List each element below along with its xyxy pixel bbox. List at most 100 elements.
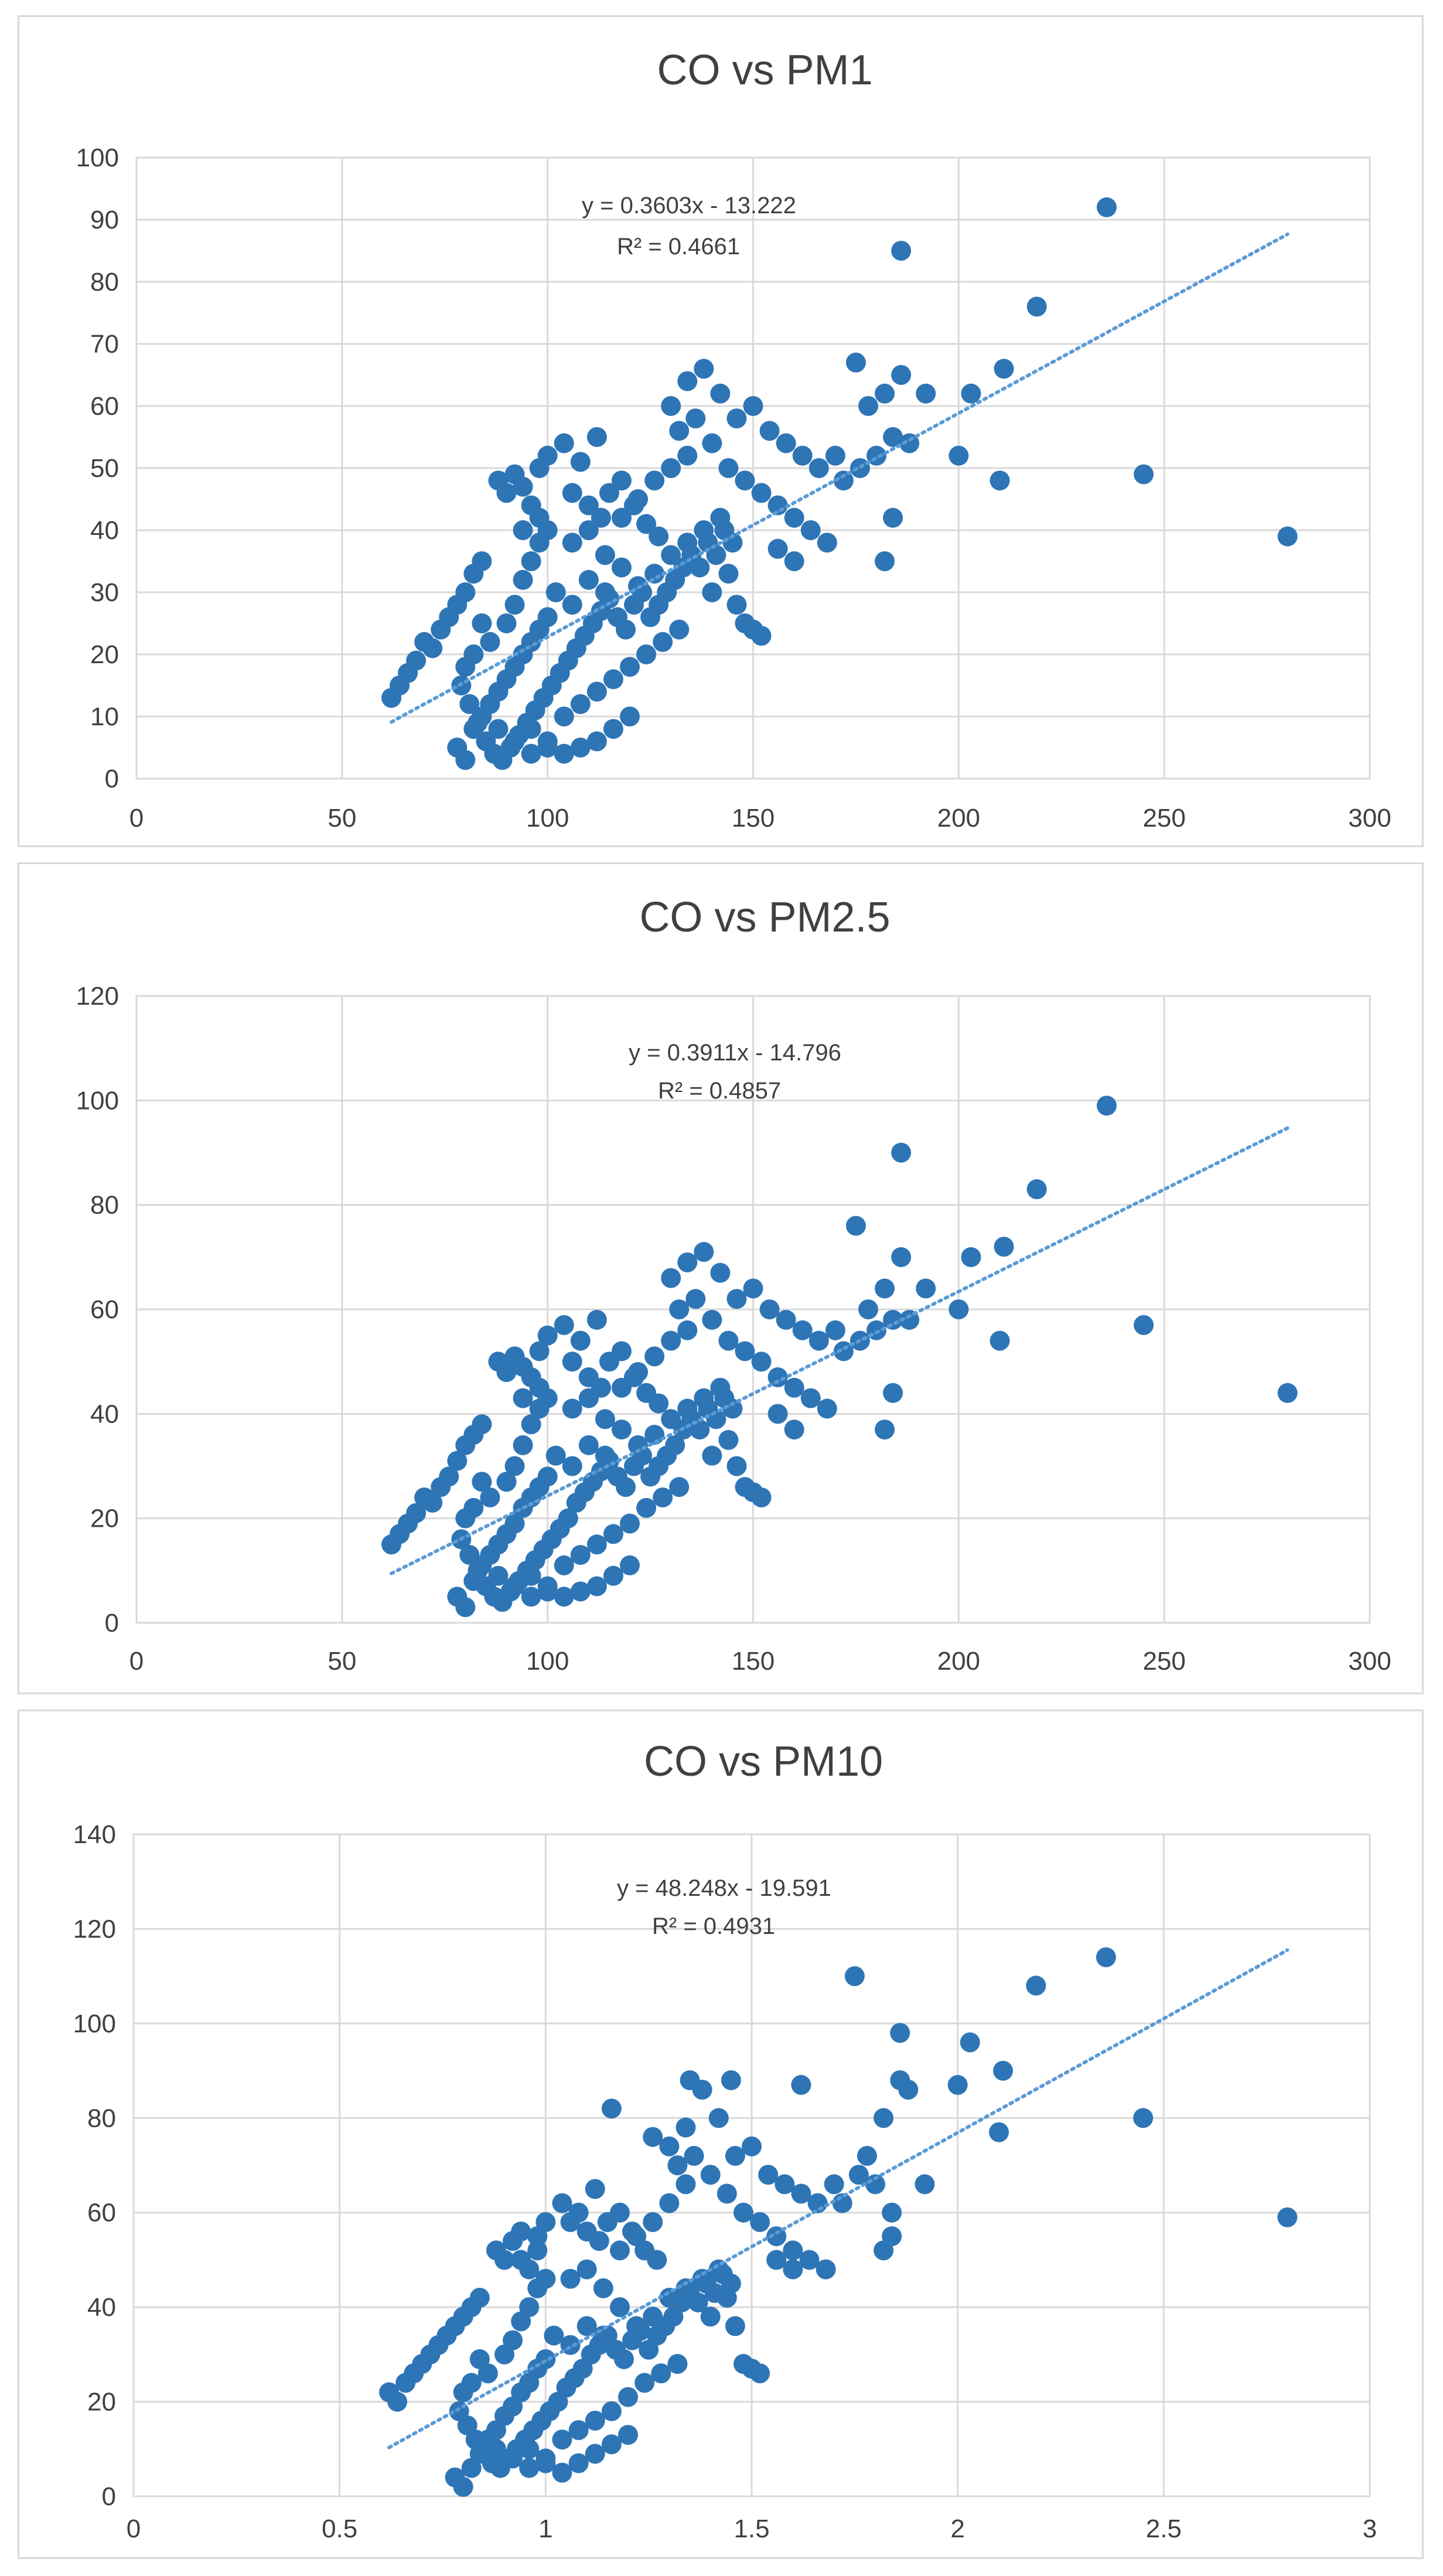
data-point — [649, 526, 669, 547]
y-tick-label: 0 — [105, 1609, 119, 1637]
data-point — [1277, 1383, 1298, 1403]
data-point — [799, 2250, 820, 2270]
data-point — [586, 1576, 607, 1596]
data-point — [496, 483, 517, 503]
data-point — [947, 2075, 968, 2095]
data-point — [535, 2268, 556, 2289]
data-point — [882, 2202, 902, 2223]
y-tick-label: 100 — [73, 2009, 116, 2038]
data-point — [961, 383, 981, 404]
data-point — [615, 619, 636, 640]
data-point — [601, 2434, 622, 2455]
data-point — [1277, 526, 1298, 547]
data-point — [700, 2165, 721, 2185]
data-point — [661, 545, 681, 565]
data-point — [568, 2420, 589, 2440]
data-point — [609, 2202, 630, 2223]
data-point — [677, 445, 698, 466]
data-point — [644, 564, 665, 584]
data-point — [1026, 1975, 1046, 1996]
data-point — [554, 1315, 574, 1335]
data-point — [735, 1341, 755, 1362]
data-point — [883, 427, 903, 447]
data-point — [776, 433, 796, 453]
data-point — [455, 582, 476, 602]
data-point — [898, 2079, 919, 2100]
data-point — [700, 2307, 721, 2327]
data-point — [570, 1545, 591, 1565]
data-point — [513, 1388, 533, 1408]
trendline-r-squared: R² = 0.4857 — [658, 1078, 781, 1104]
data-point — [726, 408, 747, 429]
data-point — [685, 1289, 706, 1309]
x-tick-label: 2.5 — [1146, 2514, 1182, 2543]
data-point — [521, 1414, 541, 1435]
data-point — [455, 1597, 476, 1618]
data-point — [611, 507, 632, 528]
data-point — [960, 2032, 980, 2053]
data-point — [537, 607, 558, 627]
data-point — [644, 1346, 665, 1367]
y-tick-label: 0 — [105, 765, 119, 793]
y-tick-label: 60 — [90, 392, 119, 421]
data-point — [669, 619, 690, 640]
data-point — [589, 2231, 609, 2251]
data-point — [891, 1247, 912, 1267]
data-point — [611, 1420, 632, 1440]
data-point — [784, 507, 804, 528]
y-tick-label: 40 — [90, 1400, 119, 1428]
data-point — [469, 2288, 490, 2308]
y-tick-label: 120 — [73, 1915, 116, 1943]
data-point — [875, 1420, 895, 1440]
data-point — [677, 1320, 698, 1340]
y-tick-label: 20 — [87, 2388, 116, 2417]
data-point — [529, 1341, 550, 1362]
data-point — [562, 1352, 582, 1372]
data-point — [519, 2297, 540, 2318]
data-point — [554, 743, 574, 764]
data-point — [537, 445, 558, 466]
data-point — [722, 533, 743, 553]
data-point — [562, 1456, 582, 1476]
data-point — [647, 2250, 667, 2270]
data-point — [845, 352, 866, 373]
data-point — [961, 1247, 981, 1267]
data-point — [725, 2316, 745, 2336]
data-point — [552, 2430, 572, 2450]
data-point — [1277, 2207, 1298, 2227]
data-point — [611, 557, 632, 578]
data-point — [825, 445, 845, 466]
data-point — [766, 2226, 787, 2247]
x-tick-label: 300 — [1348, 1647, 1391, 1676]
data-point — [891, 1142, 912, 1163]
data-point — [1134, 464, 1154, 485]
data-point — [733, 2202, 753, 2223]
y-tick-label: 70 — [90, 330, 119, 359]
data-point — [916, 383, 936, 404]
y-tick-label: 100 — [76, 144, 119, 172]
data-point — [883, 507, 903, 528]
data-point — [618, 2387, 638, 2407]
data-point — [504, 1456, 525, 1476]
data-point — [620, 657, 640, 677]
data-point — [899, 433, 920, 453]
data-point — [758, 2165, 779, 2185]
data-point — [613, 2349, 634, 2369]
data-point — [848, 2165, 869, 2185]
data-point — [800, 520, 821, 540]
data-point — [521, 1586, 541, 1607]
data-point — [857, 2145, 877, 2166]
y-tick-label: 20 — [90, 1504, 119, 1533]
x-tick-label: 150 — [732, 804, 775, 832]
data-point — [825, 1320, 845, 1340]
data-point — [653, 1487, 673, 1507]
x-tick-label: 100 — [526, 804, 569, 832]
y-tick-label: 80 — [90, 1191, 119, 1220]
data-point — [545, 1445, 566, 1466]
data-point — [624, 495, 644, 516]
data-point — [718, 1429, 739, 1450]
data-point — [718, 564, 739, 584]
data-point — [585, 2410, 605, 2431]
data-point — [459, 694, 480, 714]
data-point — [562, 595, 582, 615]
